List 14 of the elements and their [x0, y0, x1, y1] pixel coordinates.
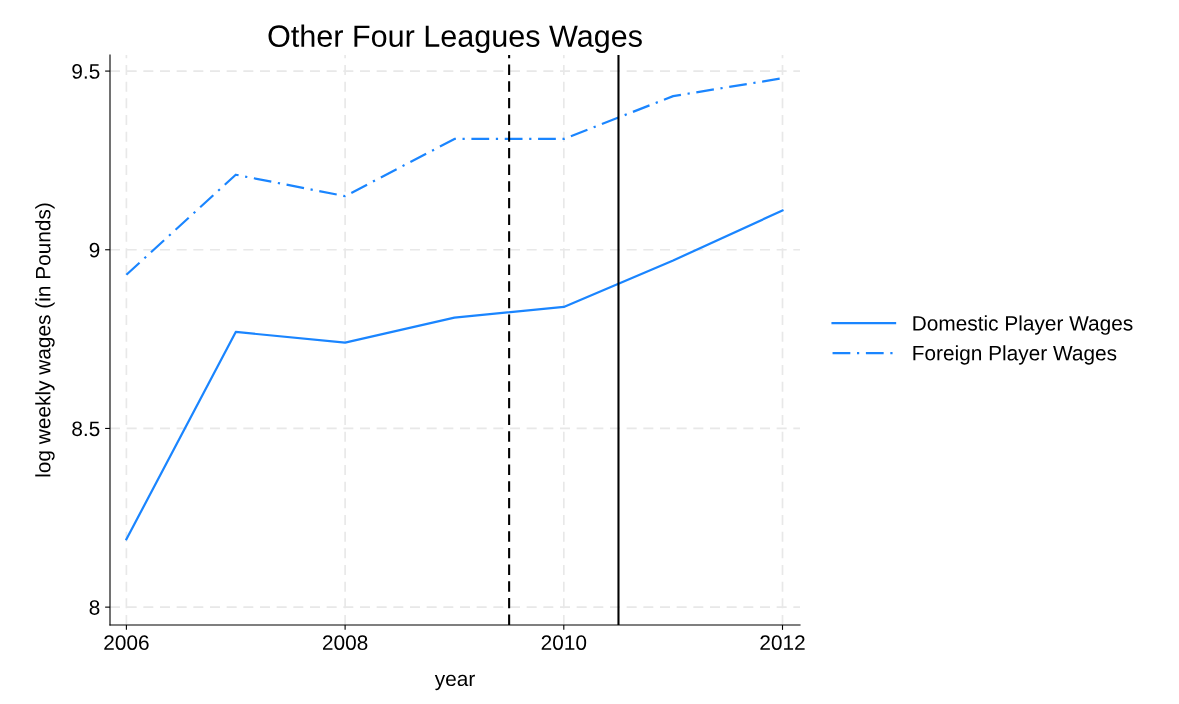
y-tick-label: 8.5 — [72, 421, 100, 437]
line-series — [125, 209, 784, 541]
x-axis-title: year — [434, 674, 475, 691]
x-tick-label: 2010 — [541, 635, 587, 651]
legend-label: Domestic Player Wages — [913, 315, 1133, 335]
y-tick-label: 9.5 — [72, 64, 100, 79]
legend-label: Foreign Player Wages — [913, 345, 1117, 365]
y-axis-title: log weekly wages (in Pounds) — [35, 203, 55, 477]
y-tick-label: 9 — [89, 242, 100, 258]
x-tick-label: 2012 — [760, 635, 805, 651]
x-tick-label: 2008 — [322, 635, 368, 651]
y-tick-label: 8 — [89, 600, 100, 615]
chart-title: Other Four Leagues Wages — [268, 24, 642, 54]
x-tick-label: 2006 — [104, 635, 149, 651]
